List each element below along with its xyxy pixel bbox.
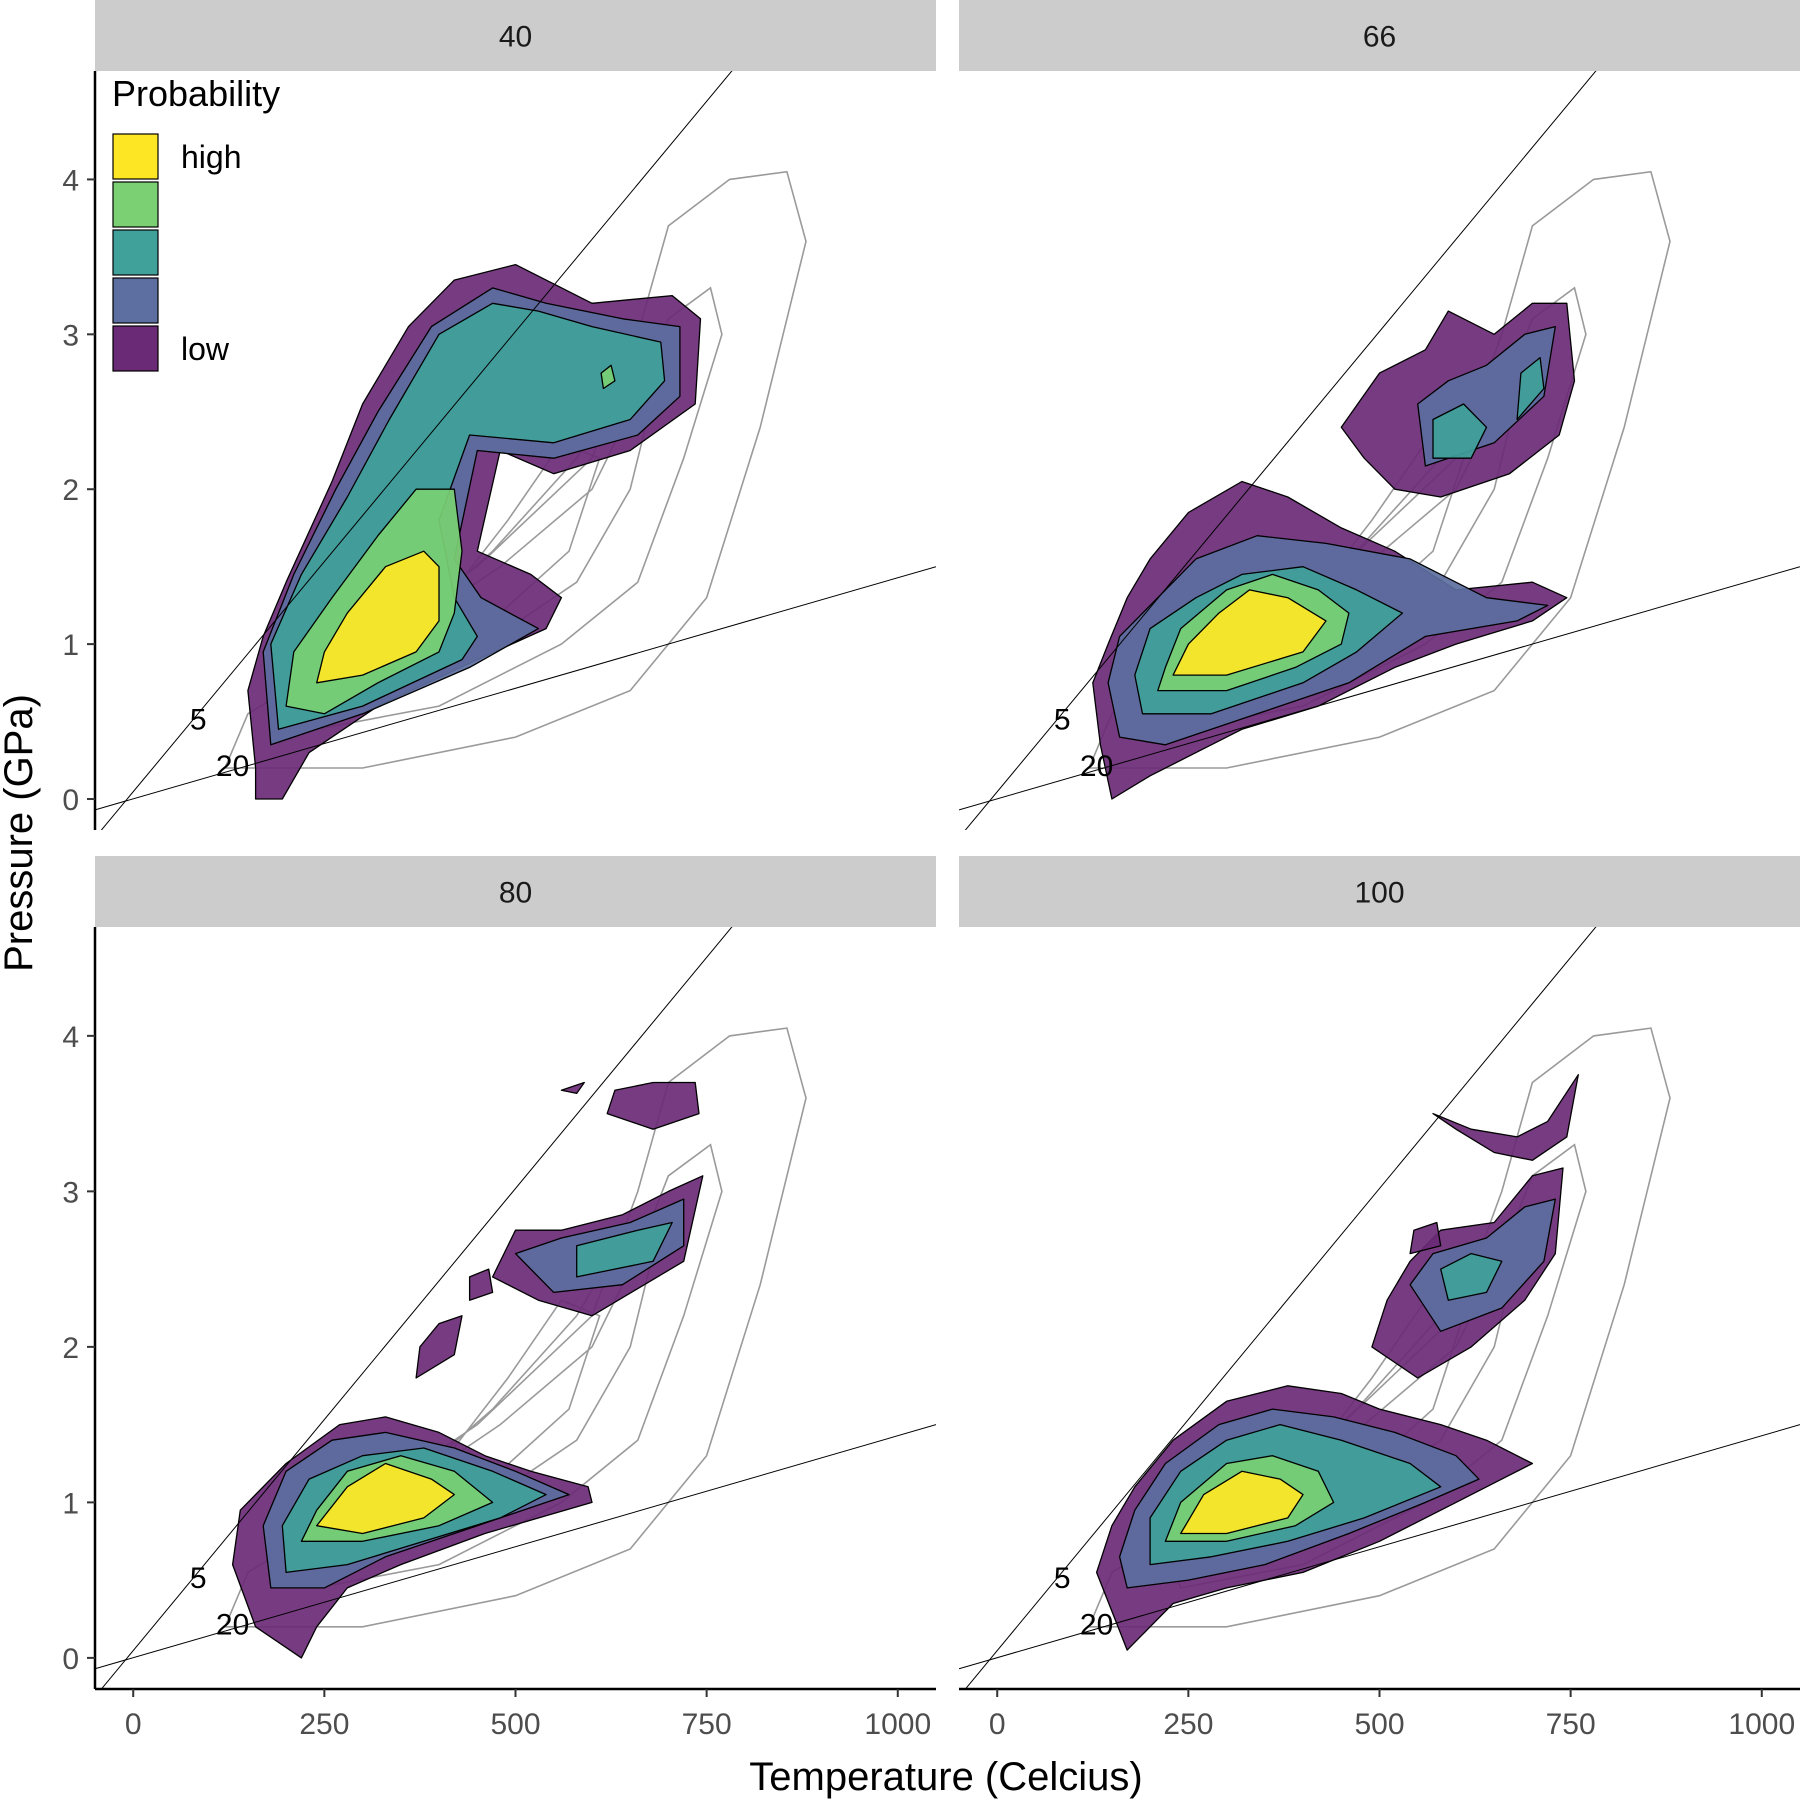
panel-plot-area (959, 927, 1800, 1689)
reference-line-label: 20 (216, 750, 249, 783)
probability-region (600, 364, 616, 390)
y-axis-title: Pressure (GPa) (0, 694, 41, 972)
y-tick-label: 4 (62, 164, 79, 197)
x-tick-label: 0 (125, 1708, 142, 1741)
legend-key (112, 229, 159, 276)
x-tick-label: 750 (1546, 1708, 1596, 1741)
y-tick-label: 4 (62, 1021, 79, 1054)
x-tick-label: 750 (682, 1708, 732, 1741)
legend-key (112, 277, 159, 324)
reference-line (959, 566, 1800, 811)
panel-40: 40 5 20 (95, 0, 936, 830)
probability-region (1180, 1470, 1304, 1535)
facet-strip-label: 80 (499, 877, 532, 910)
legend-key-label: high (181, 139, 242, 175)
probability-region (1440, 1252, 1503, 1301)
probability-region (576, 1221, 673, 1278)
y-tick-label: 2 (62, 474, 79, 507)
panel-100: 100 5 20 (959, 856, 1800, 1689)
axes-layer: 0 1 2 3 4 0 1 2 3 4 0 250 500 750 1000 0 250 500 750 1000 (62, 71, 1800, 1741)
probability-region (560, 1081, 585, 1095)
x-axis-title: Temperature (Celcius) (749, 1755, 1142, 1799)
y-tick-label: 0 (62, 1643, 79, 1676)
legend-key (112, 325, 159, 372)
legend-key-label: low (181, 331, 230, 367)
x-tick-label: 1000 (1728, 1708, 1795, 1741)
probability-region (1432, 403, 1488, 459)
reference-line-label: 20 (1080, 1609, 1113, 1642)
facet-strip (959, 856, 1800, 927)
reference-line-label: 5 (1054, 1562, 1071, 1595)
probability-region (415, 1315, 463, 1379)
legend-title: Probability (112, 73, 280, 114)
reference-line-label: 5 (190, 1562, 207, 1595)
x-tick-label: 250 (299, 1708, 349, 1741)
panel-plot-area (959, 71, 1800, 830)
probability-region (316, 1462, 455, 1535)
facet-strip-label: 66 (1363, 21, 1396, 54)
facet-strip (95, 0, 936, 71)
facet-strip (95, 856, 936, 927)
y-tick-label: 1 (62, 1487, 79, 1520)
probability-region (1172, 589, 1327, 676)
y-tick-label: 2 (62, 1332, 79, 1365)
panels-layer: 40 5 20 66 5 20 80 5 20 100 5 20 (95, 0, 1800, 1689)
facet-strip (959, 0, 1800, 71)
reference-line (95, 566, 936, 811)
panel-66: 66 5 20 (959, 0, 1800, 830)
reference-line-label: 5 (1054, 703, 1071, 736)
x-tick-label: 500 (490, 1708, 540, 1741)
x-tick-label: 1000 (864, 1708, 931, 1741)
legend: Probability high low (112, 73, 280, 372)
x-tick-label: 250 (1163, 1708, 1213, 1741)
probability-region (468, 1268, 494, 1301)
probability-region (316, 550, 440, 684)
reference-line-label: 5 (190, 703, 207, 736)
probability-region (1516, 356, 1545, 421)
y-tick-label: 3 (62, 1176, 79, 1209)
panel-80: 80 5 20 (95, 856, 936, 1689)
reference-line (959, 1424, 1800, 1670)
y-tick-label: 1 (62, 629, 79, 662)
reference-line (964, 71, 1597, 830)
reference-line (95, 1424, 936, 1670)
reference-line (100, 927, 733, 1689)
y-tick-label: 3 (62, 319, 79, 352)
panel-plot-area (95, 927, 936, 1689)
y-tick-label: 0 (62, 784, 79, 817)
probability-region (606, 1081, 700, 1130)
legend-key (112, 181, 159, 228)
probability-region (1409, 1221, 1442, 1255)
legend-key (112, 133, 159, 180)
x-tick-label: 500 (1354, 1708, 1404, 1741)
reference-line (100, 71, 733, 830)
panel-plot-area (95, 71, 936, 830)
reference-line-label: 20 (216, 1609, 249, 1642)
x-tick-label: 0 (989, 1708, 1006, 1741)
facet-strip-label: 40 (499, 21, 532, 54)
reference-line-label: 20 (1080, 750, 1113, 783)
reference-line (964, 927, 1597, 1689)
probability-region (1432, 1074, 1579, 1161)
facet-strip-label: 100 (1354, 877, 1404, 910)
